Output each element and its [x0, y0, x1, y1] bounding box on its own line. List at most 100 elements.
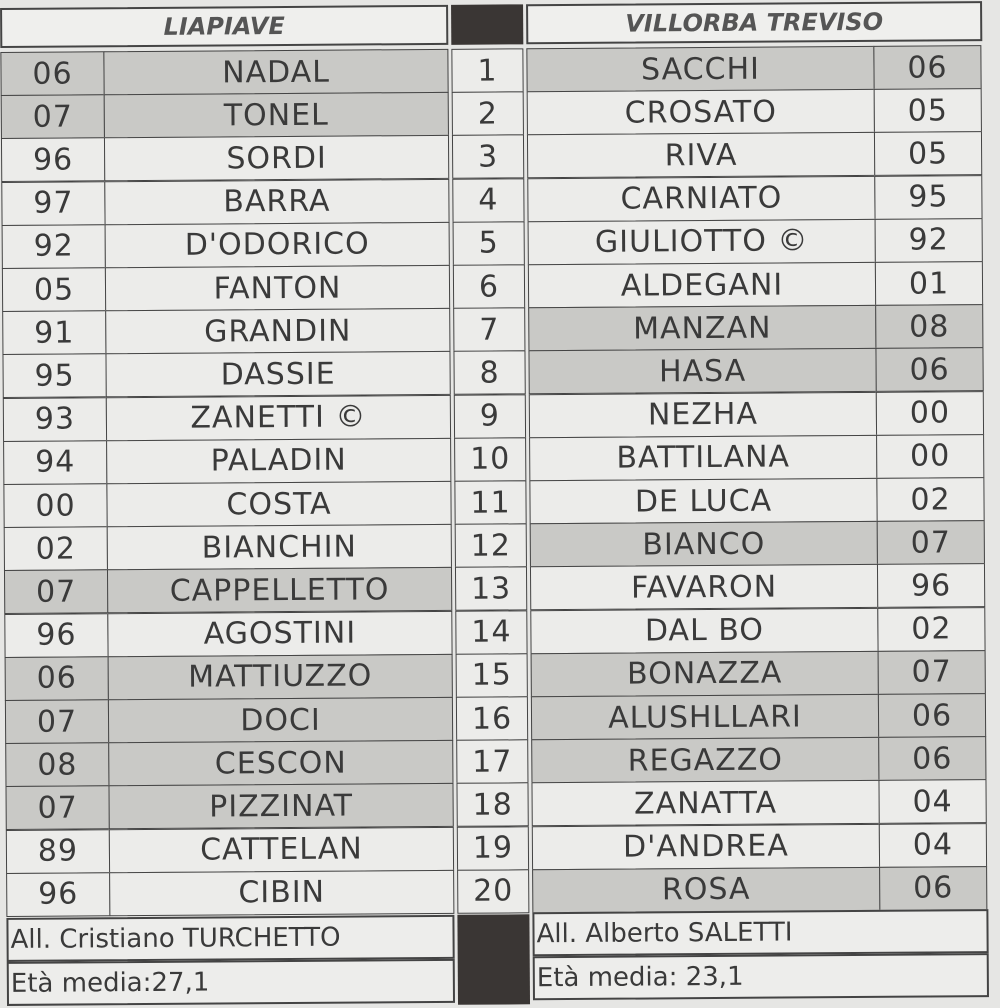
- away-player-year: 06: [879, 865, 988, 911]
- home-player-year: 00: [3, 483, 108, 528]
- away-player-name: ALUSHLLARI: [530, 693, 880, 741]
- home-player-name: D'ODORICO: [104, 221, 450, 269]
- home-player-year: 96: [0, 137, 106, 183]
- shirt-number: 19: [456, 825, 530, 871]
- away-player-year: 06: [873, 45, 982, 90]
- home-player-year: 07: [4, 699, 110, 744]
- shirt-number: 2: [451, 91, 524, 137]
- home-player-name: CAPPELLETTO: [106, 567, 453, 614]
- away-player-name: RIVA: [526, 132, 876, 179]
- shirt-number: 18: [456, 782, 529, 828]
- home-player-year: 93: [2, 396, 108, 442]
- away-player-year: 02: [877, 606, 986, 652]
- away-player-year: 06: [878, 736, 987, 782]
- away-player-name: BATTILANA: [529, 434, 878, 482]
- home-player-name: SORDI: [103, 135, 450, 182]
- home-player-year: 08: [5, 742, 110, 788]
- shirt-number: 15: [455, 653, 528, 698]
- away-player-name: ALDEGANI: [527, 261, 877, 309]
- home-player-name: DASSIE: [105, 351, 451, 398]
- home-team-header: LIAPIAVE: [0, 4, 449, 48]
- shirt-number: 14: [455, 609, 528, 655]
- away-player-year: 01: [874, 261, 984, 306]
- shirt-number: 13: [454, 566, 528, 612]
- home-player-year: 96: [4, 612, 109, 658]
- home-player-name: CESCON: [108, 740, 454, 787]
- home-player-year: 07: [5, 785, 110, 831]
- away-player-year: 95: [874, 174, 983, 220]
- shirt-number: 12: [454, 523, 527, 568]
- away-average-age: Età media: 23,1: [532, 953, 989, 1001]
- shirt-number: 4: [452, 177, 525, 223]
- home-player-name: PALADIN: [106, 437, 452, 485]
- center-header-block: [451, 4, 524, 45]
- away-player-name: HASA: [528, 348, 877, 395]
- shirt-number: 5: [452, 221, 525, 266]
- shirt-number: 17: [456, 739, 529, 784]
- home-player-name: NADAL: [103, 48, 449, 96]
- away-player-name: D'ANDREA: [531, 823, 881, 870]
- away-player-year: 00: [875, 390, 985, 436]
- home-player-name: ZANETTI ©: [105, 394, 452, 441]
- away-player-year: 96: [876, 563, 986, 609]
- home-player-year: 89: [5, 828, 111, 874]
- shirt-number: 8: [453, 350, 526, 396]
- away-player-year: 07: [876, 520, 985, 566]
- home-player-year: 97: [1, 180, 106, 226]
- home-player-year: 94: [3, 440, 108, 485]
- away-player-year: 92: [874, 217, 983, 263]
- shirt-number: 1: [451, 48, 524, 93]
- home-player-name: DOCI: [107, 696, 454, 744]
- away-player-year: 05: [873, 131, 983, 177]
- shirt-number: 3: [451, 134, 525, 180]
- away-player-year: 07: [877, 649, 986, 695]
- home-player-year: 96: [6, 872, 111, 917]
- away-player-year: 05: [873, 88, 982, 134]
- home-player-name: AGOSTINI: [107, 610, 453, 657]
- away-team-header: VILLORBA TREVISO: [526, 1, 983, 45]
- home-player-year: 92: [1, 224, 106, 269]
- away-player-name: DAL BO: [530, 607, 879, 654]
- away-player-year: 04: [878, 779, 987, 825]
- home-coach: All. Cristiano TURCHETTO: [6, 914, 455, 962]
- home-player-name: BIANCHIN: [106, 524, 452, 571]
- shirt-number: 10: [454, 437, 527, 482]
- home-player-year: 05: [1, 267, 107, 312]
- away-player-name: NEZHA: [528, 391, 878, 438]
- home-average-age: Età media:27,1: [6, 958, 456, 1006]
- away-player-name: REGAZZO: [531, 737, 880, 784]
- home-player-year: 91: [2, 310, 107, 356]
- home-player-name: BARRA: [104, 178, 450, 225]
- home-player-year: 07: [3, 569, 109, 615]
- away-player-name: ZANATTA: [531, 780, 880, 827]
- home-player-name: TONEL: [103, 92, 449, 139]
- away-player-name: ROSA: [532, 866, 881, 914]
- away-player-year: 06: [877, 693, 987, 738]
- shirt-number: 11: [454, 480, 527, 525]
- away-player-year: 04: [878, 822, 988, 868]
- shirt-number: 6: [452, 264, 526, 309]
- away-player-name: BIANCO: [529, 521, 878, 568]
- away-player-name: GIULIOTTO ©: [527, 218, 876, 266]
- home-player-name: PIZZINAT: [108, 783, 454, 830]
- home-player-year: 95: [2, 353, 107, 399]
- away-player-name: DE LUCA: [529, 477, 878, 525]
- home-player-year: 02: [3, 526, 108, 572]
- shirt-number: 20: [457, 869, 530, 914]
- away-player-name: CROSATO: [526, 89, 875, 136]
- home-player-name: MATTIUZZO: [107, 653, 453, 701]
- home-player-name: CIBIN: [109, 869, 455, 917]
- away-player-name: FAVARON: [529, 564, 879, 611]
- center-footer-block: [457, 914, 531, 1005]
- away-player-name: CARNIATO: [527, 175, 876, 222]
- away-player-year: 06: [875, 347, 984, 393]
- shirt-number: 16: [455, 696, 529, 741]
- shirt-number: 7: [453, 307, 526, 353]
- shirt-number: 9: [453, 393, 527, 439]
- away-player-year: 08: [875, 304, 984, 350]
- home-player-year: 06: [0, 51, 105, 96]
- home-player-name: COSTA: [106, 480, 452, 528]
- away-player-year: 02: [876, 477, 985, 522]
- away-coach: All. Alberto SALETTI: [532, 909, 989, 957]
